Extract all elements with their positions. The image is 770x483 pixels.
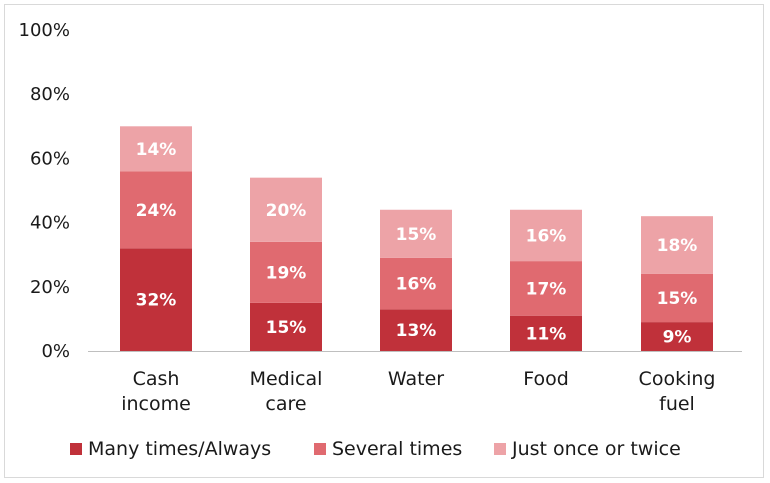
- legend: Many times/Always Several times Just once …: [70, 438, 681, 460]
- y-tick-label: 40%: [30, 213, 70, 234]
- data-label: 13%: [396, 321, 437, 341]
- bar-segment: [250, 302, 322, 351]
- legend-swatch: [314, 443, 326, 455]
- data-label: 32%: [136, 291, 177, 311]
- data-label: 19%: [266, 263, 307, 283]
- y-tick-label: 20%: [30, 277, 70, 298]
- category-label: Food: [523, 368, 569, 390]
- bar-segment: [510, 315, 582, 351]
- bar-segment: [380, 309, 452, 351]
- y-tick-label: 60%: [30, 148, 70, 169]
- bar-segment: [380, 257, 452, 310]
- data-label: 11%: [526, 324, 567, 344]
- bar-segment: [250, 241, 322, 303]
- y-tick-label: 80%: [30, 84, 70, 105]
- bar-segment: [120, 248, 192, 351]
- category-label: Water: [388, 368, 444, 390]
- category-label: fuel: [659, 393, 695, 415]
- data-label: 18%: [657, 236, 698, 256]
- bar-segment: [380, 209, 452, 258]
- data-label: 24%: [136, 201, 177, 221]
- bar-segment: [250, 177, 322, 242]
- bar-segment: [510, 261, 582, 316]
- data-label: 15%: [657, 289, 698, 309]
- data-label: 16%: [526, 226, 567, 246]
- x-axis: Cash income Medical care Water Food Cooking fue…: [121, 368, 715, 415]
- data-label: 17%: [526, 279, 567, 299]
- category-label: Cash: [133, 368, 180, 390]
- data-label: 15%: [266, 318, 307, 338]
- data-label: 15%: [396, 225, 437, 245]
- legend-label: Just once or twice: [511, 438, 681, 460]
- bar-segment: [641, 322, 713, 351]
- data-label: 9%: [663, 328, 692, 348]
- data-label: 20%: [266, 201, 307, 221]
- legend-label: Many times/Always: [88, 438, 271, 460]
- category-label: Cooking: [639, 368, 716, 390]
- legend-swatch: [70, 443, 82, 455]
- data-label: 14%: [136, 140, 177, 160]
- bar-segment: [510, 209, 582, 262]
- bar-segment: [120, 171, 192, 249]
- bar-segment: [641, 216, 713, 274]
- category-label: Medical: [250, 368, 323, 390]
- y-tick-label: 0%: [41, 341, 70, 362]
- data-label: 16%: [396, 275, 437, 295]
- legend-label: Several times: [332, 438, 462, 460]
- bar-segment: [641, 273, 713, 323]
- legend-swatch: [494, 443, 506, 455]
- bars: 32% 24% 14% 15% 19% 20% 13% 16% 15% 11% 17% 16% 9% 15…: [120, 126, 713, 351]
- bar-segment: [120, 126, 192, 172]
- y-axis: 0% 20% 40% 60% 80% 100%: [19, 20, 70, 362]
- category-label: care: [265, 393, 306, 415]
- category-label: income: [121, 393, 191, 415]
- y-tick-label: 100%: [19, 20, 70, 41]
